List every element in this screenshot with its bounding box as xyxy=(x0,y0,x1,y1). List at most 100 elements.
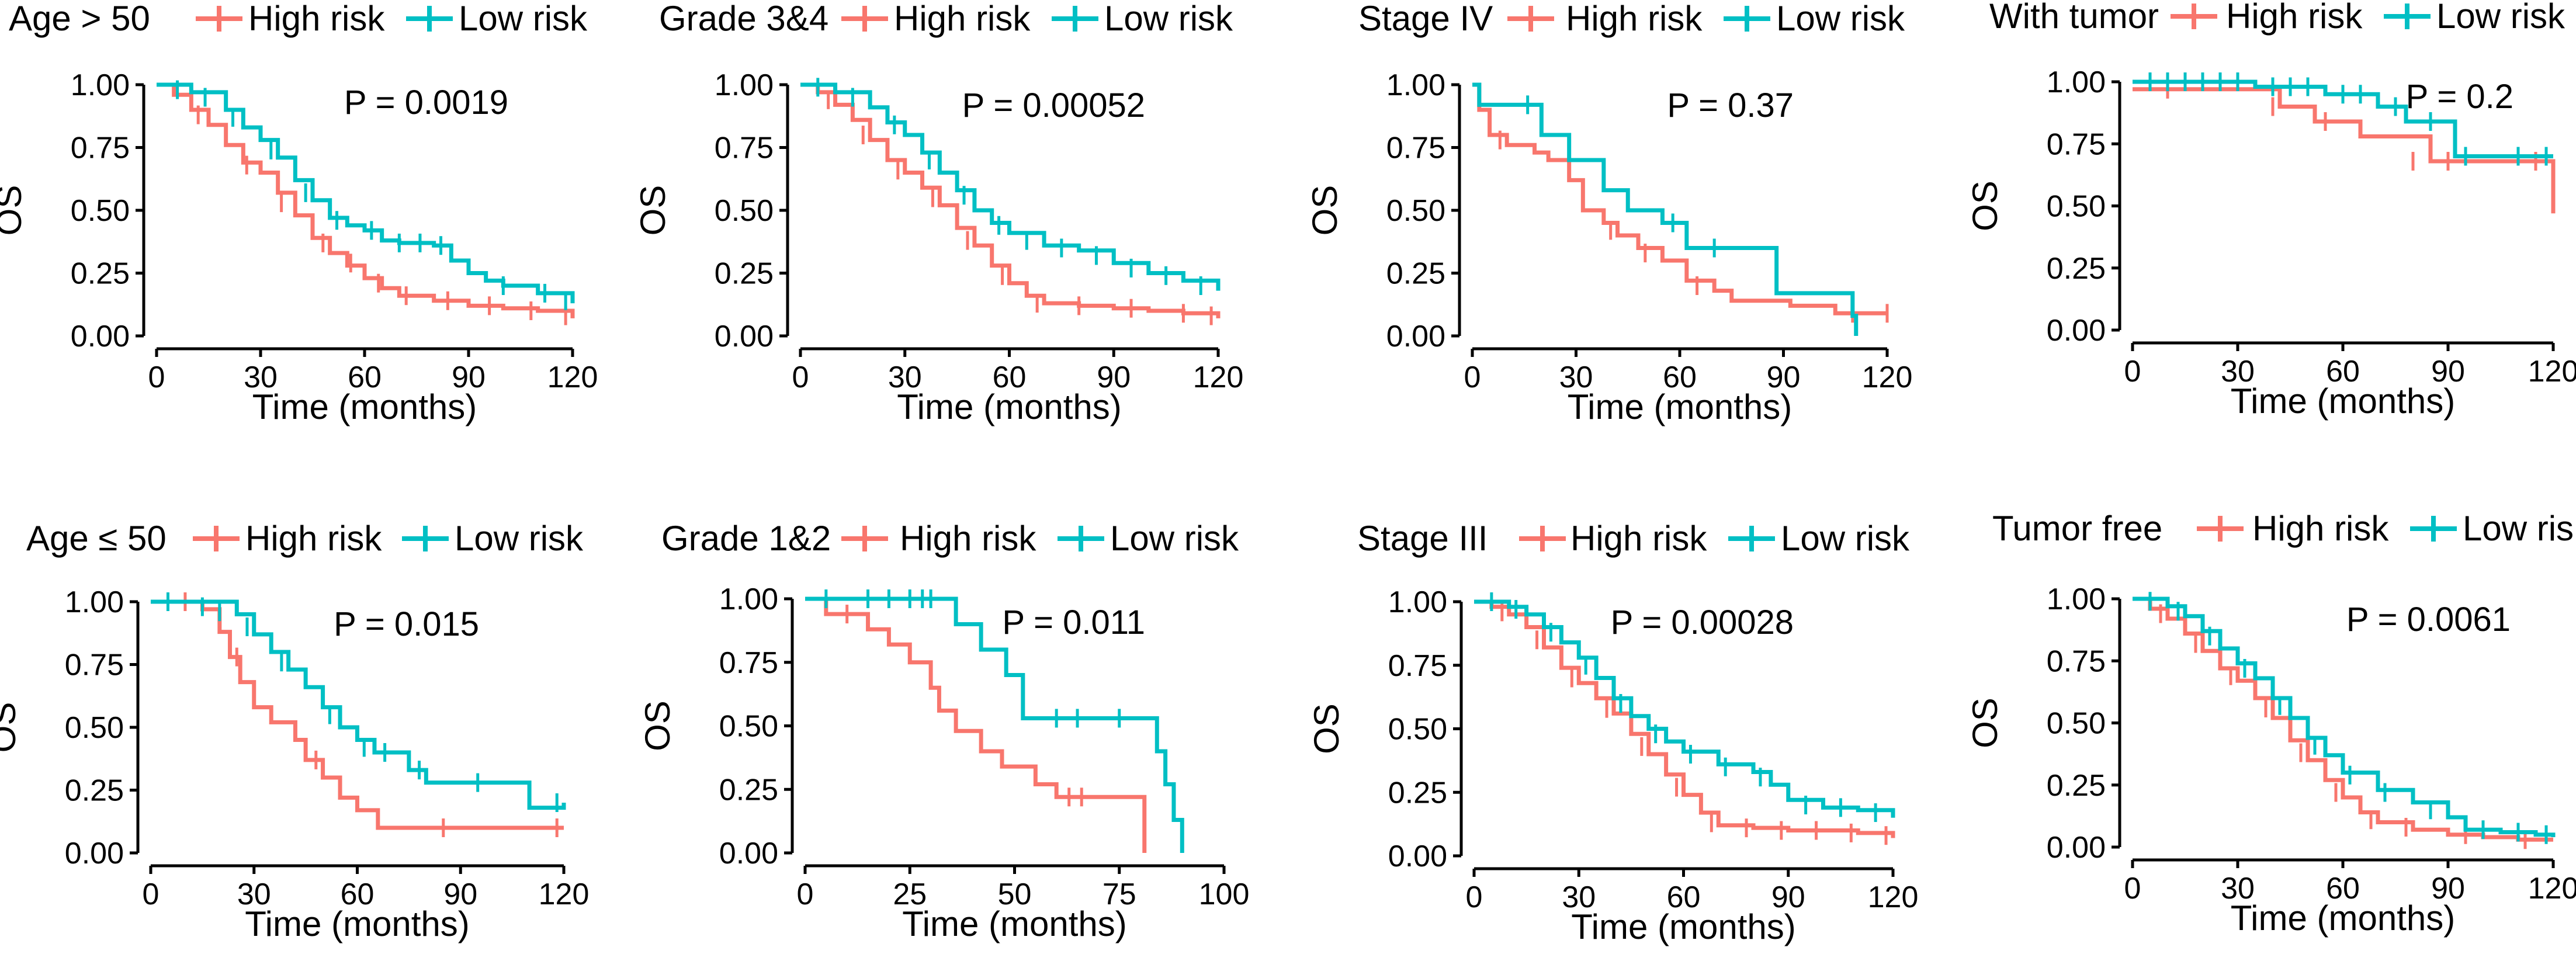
y-tick-label: 0.25 xyxy=(719,773,778,807)
y-tick-label: 1.00 xyxy=(1388,585,1447,619)
x-tick-label: 0 xyxy=(1466,880,1483,914)
x-tick-label: 25 xyxy=(893,877,927,911)
y-tick-label: 0.00 xyxy=(2047,831,2106,865)
panel-title: Age ≤ 50 xyxy=(26,519,167,558)
legend-high-label: High risk xyxy=(248,0,385,38)
y-tick-label: 0.25 xyxy=(65,774,124,808)
x-axis-title: Time (months) xyxy=(2231,898,2456,938)
y-tick-label: 0.75 xyxy=(715,131,774,165)
legend-low-label: Low risk xyxy=(2436,0,2565,36)
low-risk-curve xyxy=(157,82,575,304)
x-axis-title: Time (months) xyxy=(1571,907,1796,946)
panel-title: Stage IV xyxy=(1358,0,1493,38)
legend-high-label: High risk xyxy=(2226,0,2363,36)
y-tick-label: 0.75 xyxy=(1388,649,1447,683)
x-axis-title: Time (months) xyxy=(1568,387,1793,426)
x-tick-label: 120 xyxy=(1868,880,1919,914)
y-tick-label: 0.00 xyxy=(65,837,124,870)
panel-title: Grade 3&4 xyxy=(659,0,828,38)
y-axis-title: OS xyxy=(1305,185,1344,236)
y-tick-label: 1.00 xyxy=(2047,65,2106,99)
y-tick-label: 0.50 xyxy=(1386,194,1445,228)
legend-high-label: High risk xyxy=(2252,509,2389,548)
y-tick-label: 0.50 xyxy=(1388,713,1447,747)
y-tick-label: 1.00 xyxy=(65,585,124,619)
x-tick-label: 120 xyxy=(1193,360,1244,394)
y-tick-label: 0.25 xyxy=(2047,769,2106,803)
y-tick-label: 0.25 xyxy=(1386,257,1445,291)
legend-high-label: High risk xyxy=(894,0,1031,38)
x-tick-label: 90 xyxy=(2431,355,2465,388)
y-axis-title: OS xyxy=(638,700,677,751)
x-tick-label: 0 xyxy=(1464,360,1481,394)
legend-low-label: Low risk xyxy=(1104,0,1233,38)
y-tick-label: 0.75 xyxy=(2047,127,2106,161)
km-panel-4: With tumor High risk Low risk P = 0.2 0 30 60 9… xyxy=(1965,0,2576,421)
x-tick-label: 90 xyxy=(443,877,477,911)
y-axis-title: OS xyxy=(1307,703,1346,754)
legend-low-label: Low risk xyxy=(455,519,584,558)
x-tick-label: 75 xyxy=(1102,877,1136,911)
p-value: P = 0.0061 xyxy=(2346,601,2511,639)
low-risk-curve xyxy=(1474,599,1895,818)
x-tick-label: 90 xyxy=(1771,880,1805,914)
y-tick-label: 0.50 xyxy=(715,194,774,228)
p-value: P = 0.37 xyxy=(1667,86,1794,124)
x-tick-label: 60 xyxy=(993,360,1027,394)
y-tick-label: 0.00 xyxy=(1386,320,1445,353)
y-axis-title: OS xyxy=(633,185,672,236)
x-tick-label: 30 xyxy=(1562,880,1596,914)
x-tick-label: 60 xyxy=(1667,880,1701,914)
x-tick-label: 30 xyxy=(1559,360,1593,394)
x-axis-title: Time (months) xyxy=(2231,381,2456,421)
y-tick-label: 0.75 xyxy=(719,646,778,680)
y-tick-label: 0.00 xyxy=(715,320,774,353)
y-tick-label: 0.50 xyxy=(719,710,778,744)
y-tick-label: 0.00 xyxy=(1388,839,1447,873)
legend-low-label: Low risk xyxy=(1110,519,1239,558)
x-tick-label: 30 xyxy=(2221,872,2255,906)
x-tick-label: 60 xyxy=(1663,360,1697,394)
y-tick-label: 0.50 xyxy=(71,194,130,228)
y-tick-label: 0.00 xyxy=(71,320,130,353)
x-axis-title: Time (months) xyxy=(252,387,477,426)
legend-high-label: High risk xyxy=(245,519,382,558)
x-tick-label: 120 xyxy=(2528,355,2576,388)
x-tick-label: 60 xyxy=(2326,872,2360,906)
low-risk-curve xyxy=(2133,79,2553,158)
low-risk-curve xyxy=(805,596,1184,853)
high-risk-curve xyxy=(157,82,575,318)
p-value: P = 0.015 xyxy=(334,605,479,643)
x-tick-label: 120 xyxy=(1862,360,1913,394)
x-tick-label: 90 xyxy=(2431,872,2465,906)
p-value: P = 0.011 xyxy=(1002,603,1145,641)
x-tick-label: 50 xyxy=(998,877,1032,911)
x-tick-label: 0 xyxy=(2124,872,2141,906)
x-tick-label: 30 xyxy=(2221,355,2255,388)
panel-title: Tumor free xyxy=(1992,509,2162,548)
high-risk-curve xyxy=(1472,82,1887,315)
y-tick-label: 1.00 xyxy=(715,68,774,102)
x-axis-title: Time (months) xyxy=(902,904,1127,943)
y-tick-label: 0.25 xyxy=(71,257,130,291)
km-panel-7: Stage III High risk Low risk P = 0.00028 0 30… xyxy=(1307,519,1918,946)
low-risk-curve xyxy=(2133,596,2556,837)
y-tick-label: 0.50 xyxy=(2047,707,2106,741)
x-tick-label: 0 xyxy=(797,877,814,911)
p-value: P = 0.00028 xyxy=(1611,603,1794,641)
x-tick-label: 120 xyxy=(547,360,598,394)
low-risk-curve xyxy=(1472,82,1859,336)
x-tick-label: 120 xyxy=(2528,872,2576,906)
x-tick-label: 30 xyxy=(244,360,278,394)
panel-title: Stage III xyxy=(1357,519,1488,558)
legend-high-label: High risk xyxy=(1566,0,1703,38)
x-tick-label: 90 xyxy=(1097,360,1131,394)
x-tick-label: 100 xyxy=(1199,877,1250,911)
x-tick-label: 120 xyxy=(539,877,590,911)
p-value: P = 0.2 xyxy=(2406,78,2513,116)
y-tick-label: 0.50 xyxy=(2047,190,2106,224)
legend-low-label: Low risk xyxy=(1781,519,1910,558)
km-panel-6: Grade 1&2 High risk Low risk P = 0.011 0 25 50… xyxy=(638,519,1249,943)
x-tick-label: 90 xyxy=(1767,360,1801,394)
